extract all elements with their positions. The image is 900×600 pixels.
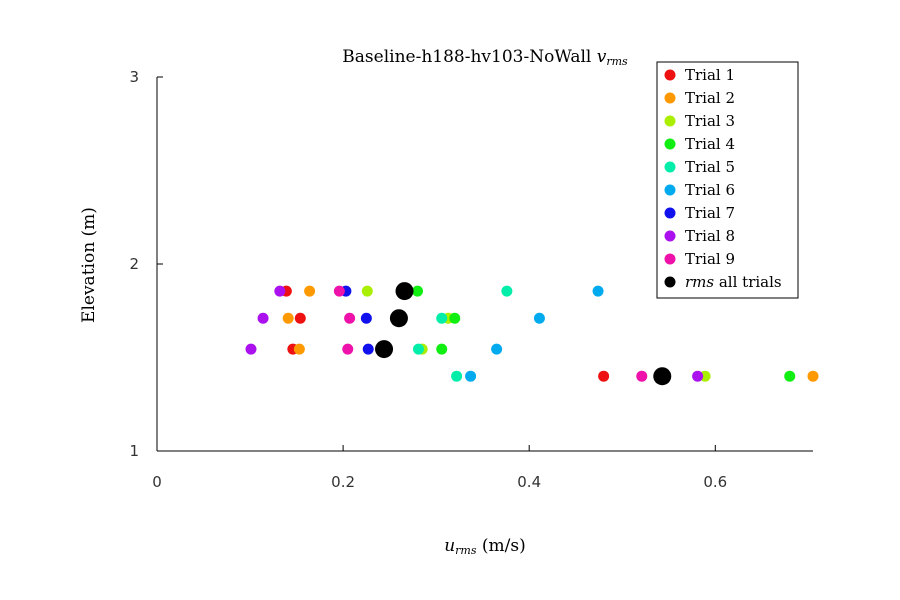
x-tick-label: 0.6 xyxy=(703,473,727,491)
data-point xyxy=(412,343,424,355)
legend-entry: Trial 8 xyxy=(685,227,735,245)
legend-box xyxy=(656,61,799,299)
data-point xyxy=(784,370,796,382)
x-ticks: 0 0.2 0.4 0.6 xyxy=(152,445,727,491)
data-point xyxy=(592,285,604,297)
data-point xyxy=(257,312,269,324)
legend-entry: Trial 3 xyxy=(685,112,735,130)
legend-entry-name: Trial 6 xyxy=(685,181,735,199)
data-point xyxy=(389,309,408,328)
data-point xyxy=(294,312,306,324)
legend-marker xyxy=(664,276,676,288)
x-tick-label: 0 xyxy=(152,473,162,491)
legend-marker xyxy=(664,207,676,219)
x-tick-label: 0.4 xyxy=(517,473,541,491)
data-point xyxy=(361,285,373,297)
data-point xyxy=(342,343,354,355)
data-point xyxy=(449,312,461,324)
x-axis-label: urms (m/s) xyxy=(444,536,526,557)
legend-marker xyxy=(664,92,676,104)
data-point xyxy=(375,340,394,359)
y-tick-label: 1 xyxy=(129,442,139,460)
legend-marker xyxy=(664,253,676,265)
legend-entry-name: Trial 5 xyxy=(685,158,735,176)
data-point xyxy=(653,367,672,386)
legend-entry-name: Trial 8 xyxy=(685,227,735,245)
data-point xyxy=(274,285,286,297)
data-point xyxy=(636,370,648,382)
data-point xyxy=(412,285,424,297)
legend-marker xyxy=(664,230,676,242)
data-point xyxy=(362,343,374,355)
x-axis-label-sub: rms xyxy=(455,544,477,557)
chart-title-var: v xyxy=(597,47,607,67)
x-axis-label-unit: (m/s) xyxy=(477,536,526,556)
data-point xyxy=(491,343,503,355)
legend-entry: Trial 5 xyxy=(685,158,735,176)
data-point xyxy=(282,312,294,324)
legend-entry-name: rms xyxy=(685,273,714,291)
legend-marker xyxy=(664,161,676,173)
data-point xyxy=(807,370,819,382)
legend-marker xyxy=(664,138,676,150)
data-point xyxy=(245,343,257,355)
legend-entry-name: Trial 3 xyxy=(685,112,735,130)
legend-entry: Trial 6 xyxy=(685,181,735,199)
legend-marker xyxy=(664,115,676,127)
data-point xyxy=(533,312,545,324)
data-point xyxy=(436,343,448,355)
legend-entry: Trial 7 xyxy=(685,204,735,222)
legend-entry-name: Trial 4 xyxy=(685,135,735,153)
legend-marker xyxy=(664,69,676,81)
data-point xyxy=(360,312,372,324)
legend-entry-name: Trial 1 xyxy=(685,66,735,84)
data-point xyxy=(304,285,316,297)
data-point xyxy=(333,285,345,297)
legend-marker xyxy=(664,184,676,196)
legend-entry-name: Trial 9 xyxy=(685,250,735,268)
data-point xyxy=(451,370,463,382)
legend-entry: rms all trials xyxy=(685,273,782,291)
x-axis-label-var: u xyxy=(444,536,455,556)
data-point xyxy=(395,282,414,301)
data-points xyxy=(245,282,819,386)
legend: Trial 1 Trial 2 Trial 3 Trial 4 Trial 5 Trial… xyxy=(656,61,799,299)
chart-title-main: Baseline-h188-hv103-NoWall xyxy=(342,47,596,67)
legend-entry: Trial 4 xyxy=(685,135,735,153)
legend-entry-name: Trial 7 xyxy=(685,204,735,222)
chart-title: Baseline-h188-hv103-NoWall vrms xyxy=(342,47,628,68)
data-point xyxy=(692,370,704,382)
x-tick-label: 0.2 xyxy=(331,473,355,491)
y-tick-label: 2 xyxy=(129,255,139,273)
chart-title-sub: rms xyxy=(606,55,628,68)
y-ticks: 1 2 3 xyxy=(129,68,163,460)
legend-entry-name: Trial 2 xyxy=(685,89,735,107)
legend-entry-suffix: all trials xyxy=(714,273,782,291)
legend-entry: Trial 1 xyxy=(685,66,735,84)
y-tick-label: 3 xyxy=(129,68,139,86)
y-axis-label: Elevation (m) xyxy=(79,207,99,323)
data-point xyxy=(501,285,513,297)
data-point xyxy=(598,370,610,382)
data-point xyxy=(465,370,477,382)
legend-entry: Trial 9 xyxy=(685,250,735,268)
legend-entry: Trial 2 xyxy=(685,89,735,107)
data-point xyxy=(436,312,448,324)
data-point xyxy=(293,343,305,355)
data-point xyxy=(344,312,356,324)
